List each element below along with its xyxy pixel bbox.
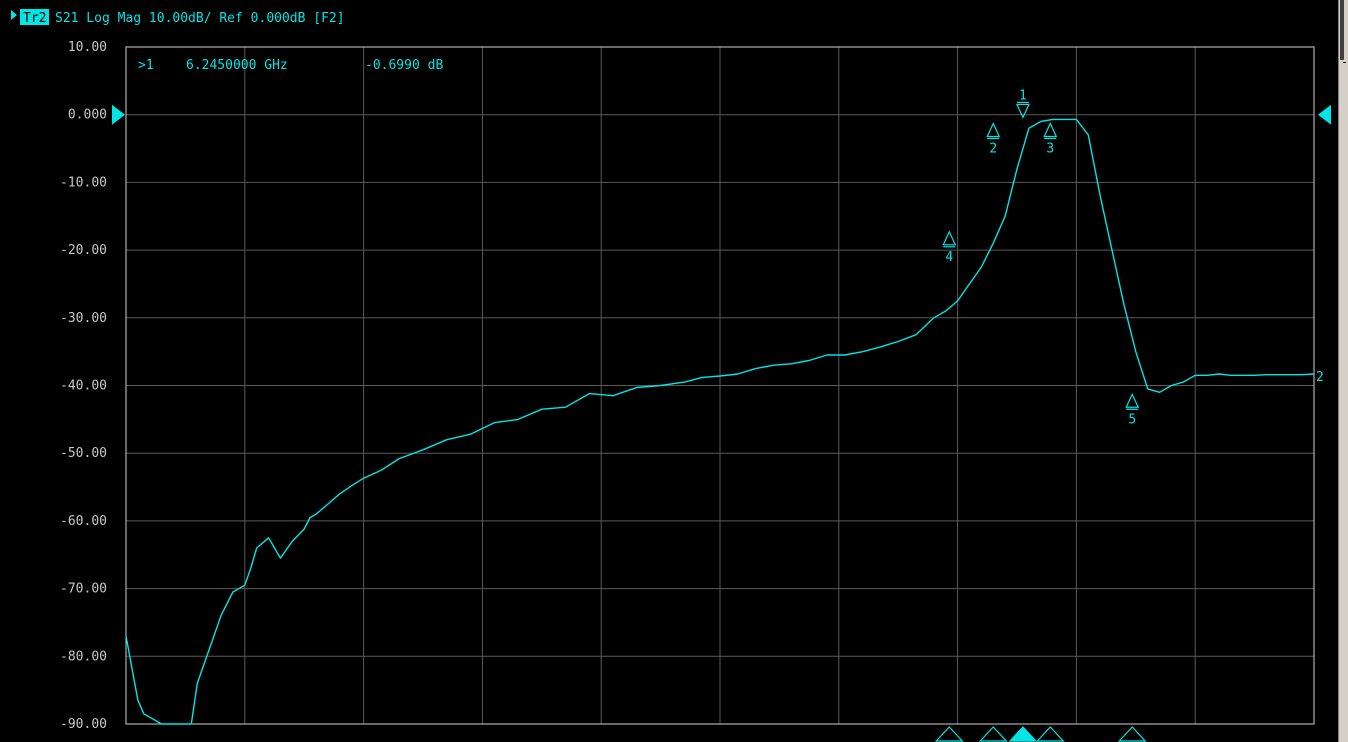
- marker-5-icon: [1125, 392, 1140, 408]
- y-tick-label: -80.00: [60, 649, 107, 664]
- trace-description: S21 Log Mag 10.00dB/ Ref 0.000dB [F2]: [55, 11, 345, 26]
- marker-1-stimulus-indicator: [1008, 726, 1038, 742]
- marker-1-icon: [1016, 103, 1030, 119]
- y-tick-label: -40.00: [60, 379, 107, 394]
- marker-5-label: 5: [1128, 412, 1136, 427]
- marker-value: -0.6990 dB: [365, 58, 443, 73]
- y-tick-label: -60.00: [60, 514, 107, 529]
- trace-end-label: 2: [1316, 370, 1324, 385]
- marker-1-label: 1: [1019, 88, 1027, 103]
- trace-tag[interactable]: Tr2: [23, 11, 46, 26]
- y-tick-label: -20.00: [60, 243, 107, 258]
- marker-2-icon: [986, 122, 1001, 138]
- active-trace-arrow-icon: [11, 10, 17, 20]
- y-tick-label: -50.00: [60, 446, 107, 461]
- window-edge: [1338, 0, 1348, 742]
- marker-3-stimulus-indicator: [1035, 726, 1065, 742]
- plot-frame: [125, 46, 1315, 725]
- trace-line: [125, 118, 1315, 725]
- reference-level-right-icon: [1318, 104, 1331, 125]
- active-marker-label: >1: [138, 58, 154, 73]
- y-tick-label: -10.00: [60, 175, 107, 190]
- y-tick-label: 10.00: [68, 40, 107, 55]
- reference-level-left-icon: [112, 104, 125, 125]
- marker-4-icon: [942, 230, 957, 246]
- marker-4-stimulus-indicator: [934, 726, 964, 742]
- y-tick-label: -30.00: [60, 311, 107, 326]
- marker-3-label: 3: [1046, 141, 1054, 156]
- marker-2-label: 2: [989, 141, 997, 156]
- marker-5-stimulus-indicator: [1117, 726, 1147, 742]
- marker-4-label: 4: [945, 250, 953, 265]
- y-tick-label: -90.00: [60, 717, 107, 732]
- marker-3-icon: [1043, 122, 1058, 138]
- y-tick-label: -70.00: [60, 582, 107, 597]
- marker-2-stimulus-indicator: [978, 726, 1008, 742]
- trace-tag-background: [20, 9, 49, 25]
- y-tick-label: 0.000: [68, 108, 107, 123]
- marker-frequency: 6.2450000 GHz: [186, 58, 288, 73]
